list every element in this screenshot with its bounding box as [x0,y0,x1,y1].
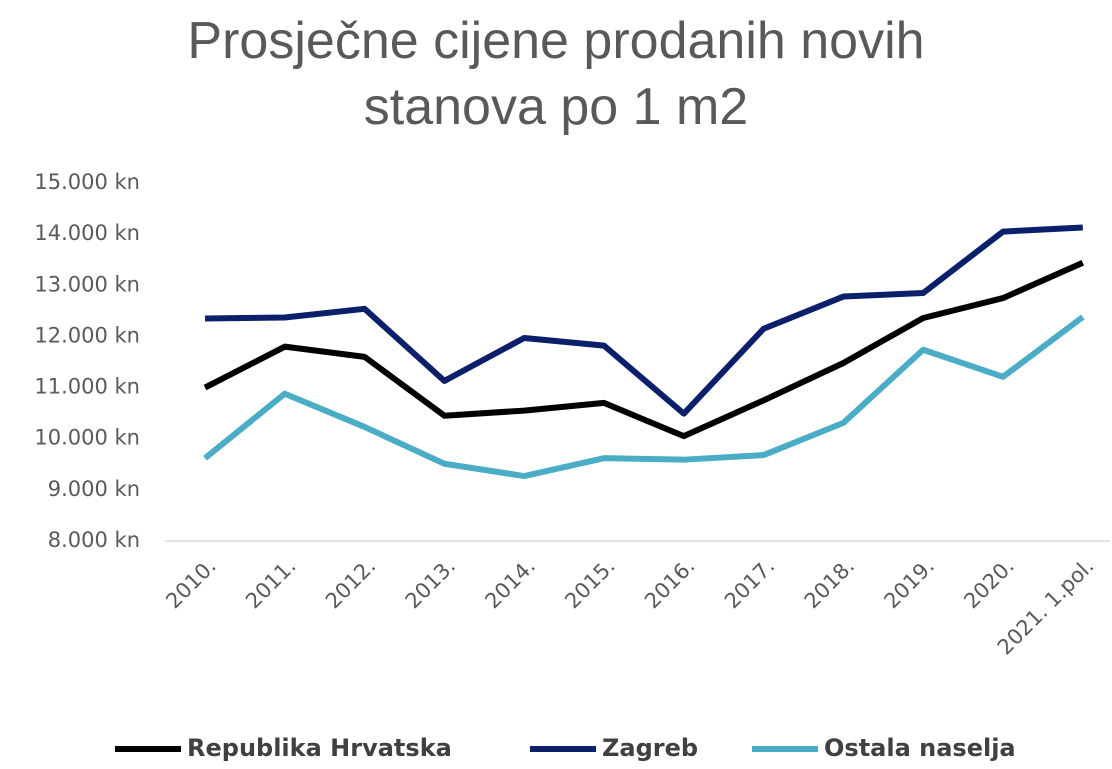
x-tick-label: 2020. [959,554,1018,613]
legend-label: Zagreb [602,734,698,762]
y-tick-label: 10.000 kn [34,426,140,450]
x-tick-label: 2013. [401,554,460,613]
x-tick-label: 2015. [560,554,619,613]
y-tick-label: 12.000 kn [34,323,140,347]
x-tick-label: 2016. [640,554,699,613]
x-tick-label: 2019. [879,554,938,613]
y-tick-label: 8.000 kn [48,528,140,552]
x-tick-label: 2012. [321,554,380,613]
chart-title: Prosječne cijene prodanih novih stanova … [187,12,925,136]
x-tick-label: 2010. [161,554,220,613]
x-tick-label: 2014. [480,554,539,613]
legend-label: Republika Hrvatska [187,734,452,762]
y-tick-label: 13.000 kn [34,272,140,296]
x-tick-label: 2018. [800,554,859,613]
x-tick-label: 2011. [241,554,300,613]
series-line [203,260,1085,440]
y-tick-label: 9.000 kn [48,477,140,501]
y-tick-label: 14.000 kn [34,221,140,245]
legend-label: Ostala naselja [824,734,1016,762]
series-line [203,314,1085,480]
x-tick-label: 2017. [720,554,779,613]
series-line [204,224,1083,417]
y-tick-label: 11.000 kn [34,375,140,399]
y-tick-label: 15.000 kn [34,170,140,194]
